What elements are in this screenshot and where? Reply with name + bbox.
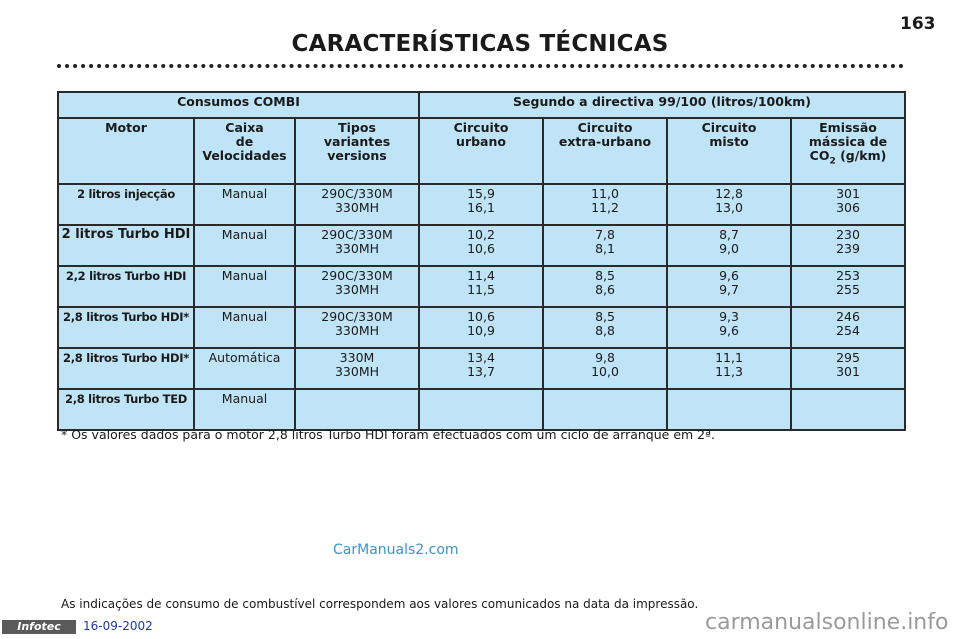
cell-co2: 301 306 [790,183,907,226]
cell-gearbox: Manual [193,224,296,267]
cell-co2: 230 239 [790,224,907,267]
consumption-table: Consumos COMBI Segundo a directiva 99/10… [56,91,907,431]
cell-motor: 2 litros Turbo HDI [57,224,195,267]
cell-extra-urban: 8,5 8,8 [542,306,669,349]
site-watermark: carmanualsonline.info [705,610,949,635]
cell-mixed [666,388,793,431]
cell-urban: 13,4 13,7 [418,347,545,390]
cell-motor: 2 litros injecção [57,183,195,226]
cell-motor: 2,8 litros Turbo HDI* [57,306,195,349]
column-header-types: Tipos variantes versions [293,117,421,185]
print-date: 16-09-2002 [83,619,153,633]
cell-motor: 2,8 litros Turbo HDI* [57,347,195,390]
cell-types: 330M 330MH [293,347,421,390]
group-header-directive: Segundo a directiva 99/100 (litros/100km… [418,91,907,119]
cell-co2: 253 255 [790,265,907,308]
table-row: 2,8 litros Turbo HDI* Manual 290C/330M 3… [57,306,907,349]
infotec-logo: Infotec [2,620,76,634]
consumption-note: As indicações de consumo de combustível … [61,597,699,611]
cell-extra-urban: 8,5 8,6 [542,265,669,308]
table-row: 2 litros Turbo HDI Manual 290C/330M 330M… [57,224,907,267]
table-row: 2,8 litros Turbo TED Manual [57,388,907,431]
column-header-urban: Circuito urbano [418,117,545,185]
watermark-text: CarManuals2.com [333,542,459,558]
column-header-motor: Motor [57,117,195,185]
cell-co2: 295 301 [790,347,907,390]
cell-urban: 10,6 10,9 [418,306,545,349]
cell-mixed: 9,3 9,6 [666,306,793,349]
cell-gearbox: Manual [193,265,296,308]
table-row: 2 litros injecção Manual 290C/330M 330MH… [57,183,907,226]
table-row: 2,2 litros Turbo HDI Manual 290C/330M 33… [57,265,907,308]
cell-mixed: 11,1 11,3 [666,347,793,390]
cell-types: 290C/330M 330MH [293,306,421,349]
cell-extra-urban: 7,8 8,1 [542,224,669,267]
cell-co2 [790,388,907,431]
cell-mixed: 9,6 9,7 [666,265,793,308]
column-header-gearbox: Caixa de Velocidades [193,117,296,185]
cell-urban: 15,9 16,1 [418,183,545,226]
column-header-extra-urban: Circuito extra-urbano [542,117,669,185]
cell-types: 290C/330M 330MH [293,224,421,267]
cell-extra-urban: 11,0 11,2 [542,183,669,226]
column-header-co2: Emissão mássica de CO2 (g/km) [790,117,907,185]
cell-gearbox: Manual [193,388,296,431]
cell-extra-urban: 9,8 10,0 [542,347,669,390]
cell-gearbox: Manual [193,183,296,226]
co2-header-line1: Emissão mássica de [808,120,888,149]
table-group-header-row: Consumos COMBI Segundo a directiva 99/10… [56,91,907,119]
column-header-mixed: Circuito misto [666,117,793,185]
cell-gearbox: Automática [193,347,296,390]
co2-header-prefix: CO [809,148,830,163]
cell-motor: 2,8 litros Turbo TED [57,388,195,431]
cell-extra-urban [542,388,669,431]
cell-motor: 2,2 litros Turbo HDI [57,265,195,308]
table-row: 2,8 litros Turbo HDI* Automática 330M 33… [57,347,907,390]
cell-gearbox: Manual [193,306,296,349]
table-column-header-row: Motor Caixa de Velocidades Tipos variant… [57,117,907,185]
title-divider [57,64,904,68]
cell-mixed: 12,8 13,0 [666,183,793,226]
cell-urban [418,388,545,431]
cell-co2: 246 254 [790,306,907,349]
co2-header-subscript: 2 [829,156,836,167]
page-number: 163 [900,14,936,34]
cell-urban: 10,2 10,6 [418,224,545,267]
group-header-consumption: Consumos COMBI [56,91,421,119]
page-title: CARACTERÍSTICAS TÉCNICAS [291,31,669,57]
co2-header-unit: (g/km) [835,148,887,163]
cell-types [293,388,421,431]
cell-types: 290C/330M 330MH [293,265,421,308]
cell-urban: 11,4 11,5 [418,265,545,308]
footnote: * Os valores dados para o motor 2,8 litr… [61,427,715,442]
cell-mixed: 8,7 9,0 [666,224,793,267]
cell-types: 290C/330M 330MH [293,183,421,226]
